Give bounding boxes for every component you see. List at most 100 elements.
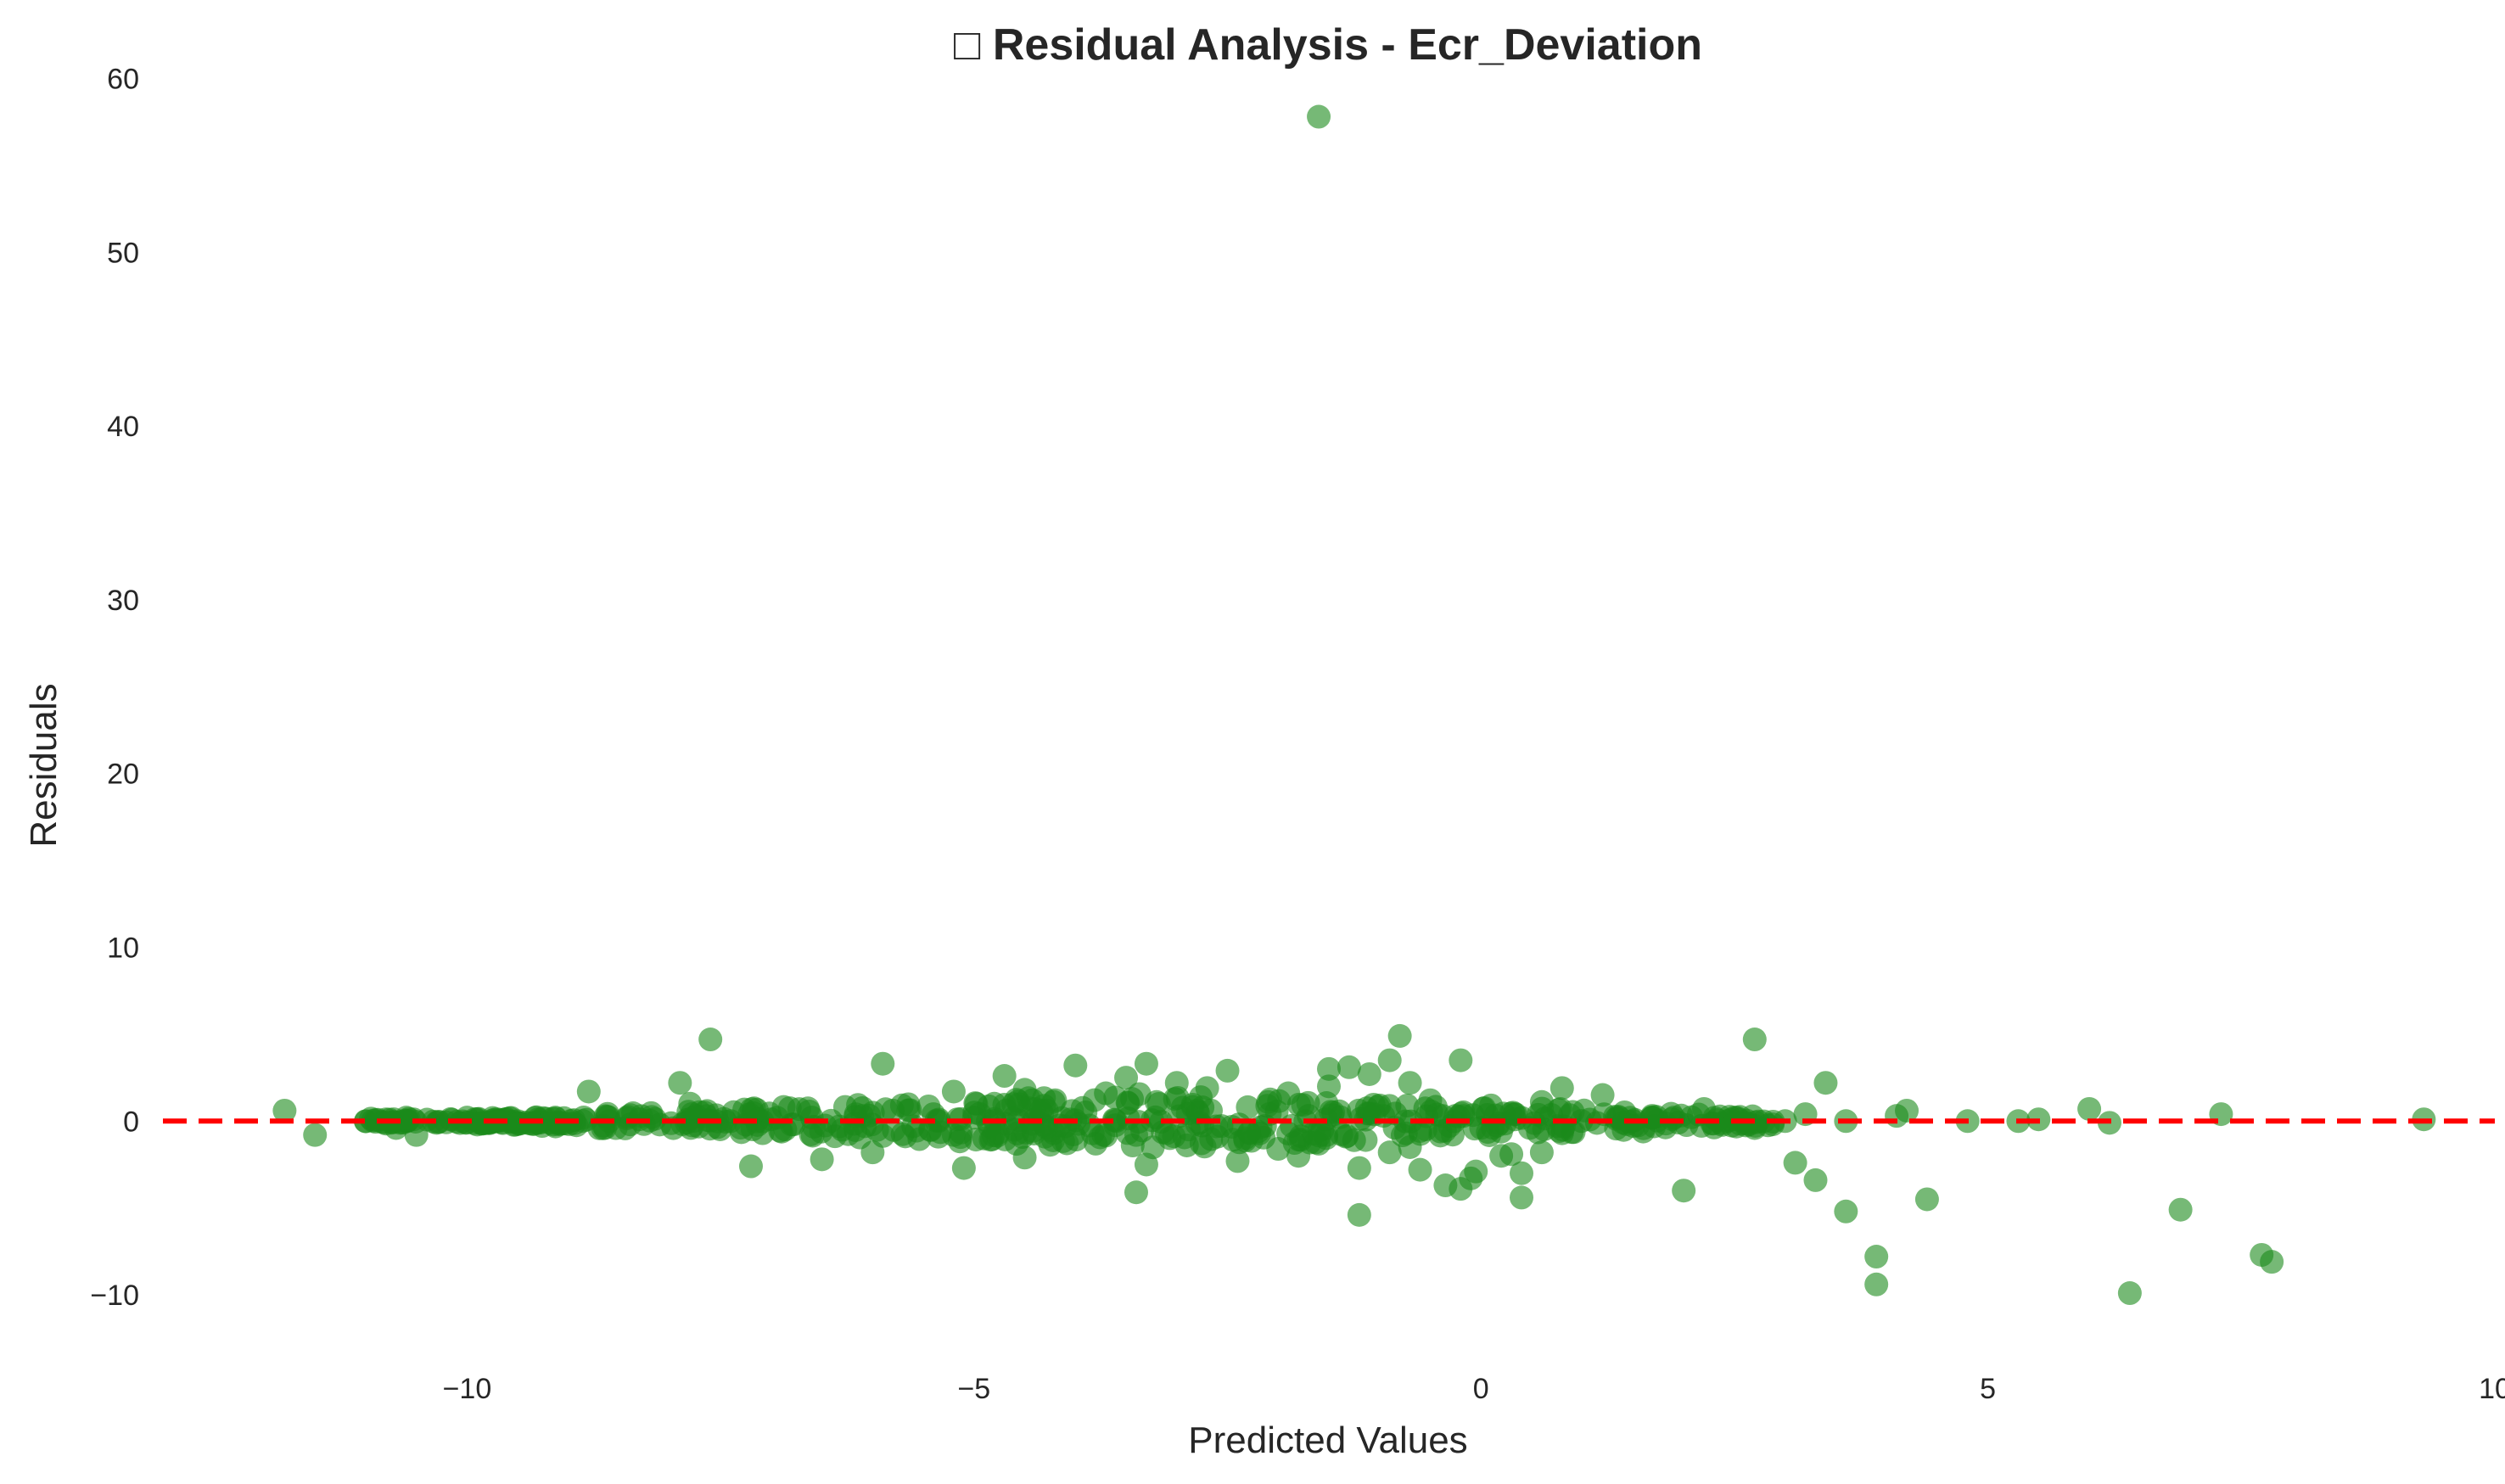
data-point [1247, 1121, 1272, 1145]
chart-title: □ Residual Analysis - Ecr_Deviation [954, 20, 1702, 70]
data-point [1172, 1125, 1196, 1150]
data-point [1017, 1096, 1041, 1121]
data-point [1215, 1058, 1240, 1083]
data-point [1550, 1076, 1574, 1100]
data-point [1225, 1149, 1250, 1173]
data-point [1464, 1159, 1488, 1184]
x-tick-label: 5 [1980, 1373, 1996, 1405]
data-point [1134, 1051, 1158, 1076]
data-point [1742, 1028, 1767, 1052]
data-point [1449, 1048, 1473, 1072]
data-point [698, 1028, 723, 1052]
data-point [1318, 1100, 1342, 1124]
data-point [927, 1107, 951, 1132]
data-point [1864, 1272, 1889, 1296]
data-point [1672, 1179, 1696, 1203]
x-tick-label: 10 [2479, 1373, 2505, 1405]
data-point [1317, 1056, 1341, 1081]
data-point [1191, 1095, 1215, 1120]
data-point [819, 1108, 843, 1133]
data-point [1914, 1187, 1939, 1212]
data-point [1864, 1245, 1889, 1269]
data-point [1342, 1128, 1366, 1152]
data-point [2168, 1197, 2193, 1222]
scatter-points [272, 104, 2436, 1306]
data-point [1510, 1185, 1534, 1210]
data-point [1041, 1128, 1066, 1152]
data-point [1377, 1048, 1402, 1072]
data-point [1276, 1121, 1301, 1145]
data-point [1082, 1088, 1107, 1112]
data-point [1357, 1061, 1381, 1086]
data-point [1377, 1140, 1402, 1165]
data-point [1064, 1128, 1089, 1152]
data-point [1347, 1156, 1371, 1180]
data-point [1408, 1157, 1432, 1182]
y-tick-label: 40 [107, 411, 139, 443]
data-point [1267, 1089, 1292, 1113]
data-point [871, 1051, 895, 1076]
data-point [1895, 1098, 1919, 1123]
data-point [303, 1123, 328, 1147]
data-point [1034, 1098, 1059, 1123]
x-axis-label: Predicted Values [1188, 1420, 1467, 1461]
data-point [1390, 1123, 1415, 1148]
data-point [2117, 1281, 2142, 1306]
x-tick-label: −10 [443, 1373, 492, 1405]
data-point [1120, 1134, 1145, 1158]
y-tick-label: −10 [90, 1280, 139, 1312]
y-tick-label: 0 [123, 1106, 139, 1138]
data-point [1114, 1066, 1139, 1090]
data-point [1387, 1023, 1412, 1048]
data-point [1590, 1083, 1615, 1107]
data-point [1499, 1142, 1524, 1167]
x-tick-label: 0 [1473, 1373, 1489, 1405]
data-point [1751, 1109, 1776, 1134]
data-point [1803, 1168, 1828, 1192]
data-point [462, 1111, 486, 1135]
data-point [1337, 1055, 1361, 1079]
data-point [896, 1098, 921, 1123]
data-point [272, 1098, 297, 1123]
data-point [1510, 1161, 1534, 1185]
data-point [363, 1108, 388, 1133]
data-point [1005, 1121, 1029, 1145]
data-point [738, 1154, 763, 1179]
y-tick-label: 20 [107, 759, 139, 791]
data-point [1443, 1104, 1468, 1128]
y-tick-label: 60 [107, 63, 139, 95]
data-point [1347, 1202, 1371, 1227]
data-point [948, 1129, 972, 1154]
data-point [1307, 104, 1331, 129]
data-point [1503, 1107, 1527, 1132]
data-point [1642, 1114, 1667, 1139]
data-point [1286, 1092, 1311, 1117]
y-tick-label: 50 [107, 237, 139, 269]
data-point [2260, 1250, 2284, 1274]
data-point [799, 1122, 823, 1146]
y-tick-label: 10 [107, 932, 139, 964]
data-point [576, 1079, 601, 1104]
data-point [1679, 1105, 1704, 1129]
data-point [1361, 1092, 1386, 1117]
data-point [796, 1096, 821, 1121]
data-point [1529, 1140, 1554, 1165]
data-point [1813, 1071, 1838, 1095]
data-point [992, 1064, 1017, 1089]
data-point [1783, 1151, 1807, 1175]
data-point [1063, 1053, 1088, 1078]
data-point [951, 1156, 976, 1180]
data-point [1124, 1180, 1148, 1205]
data-point [593, 1104, 618, 1128]
data-point [850, 1095, 875, 1120]
data-point [848, 1125, 872, 1150]
axis-ticks: −10 −5 0 5 10 −10 0 10 20 30 40 50 60 [90, 63, 2505, 1405]
data-point [941, 1079, 966, 1104]
data-point [1834, 1199, 1858, 1224]
data-point [963, 1091, 988, 1116]
data-point [873, 1097, 898, 1122]
data-point [871, 1123, 895, 1148]
data-point [541, 1112, 565, 1137]
data-point [1551, 1114, 1576, 1139]
